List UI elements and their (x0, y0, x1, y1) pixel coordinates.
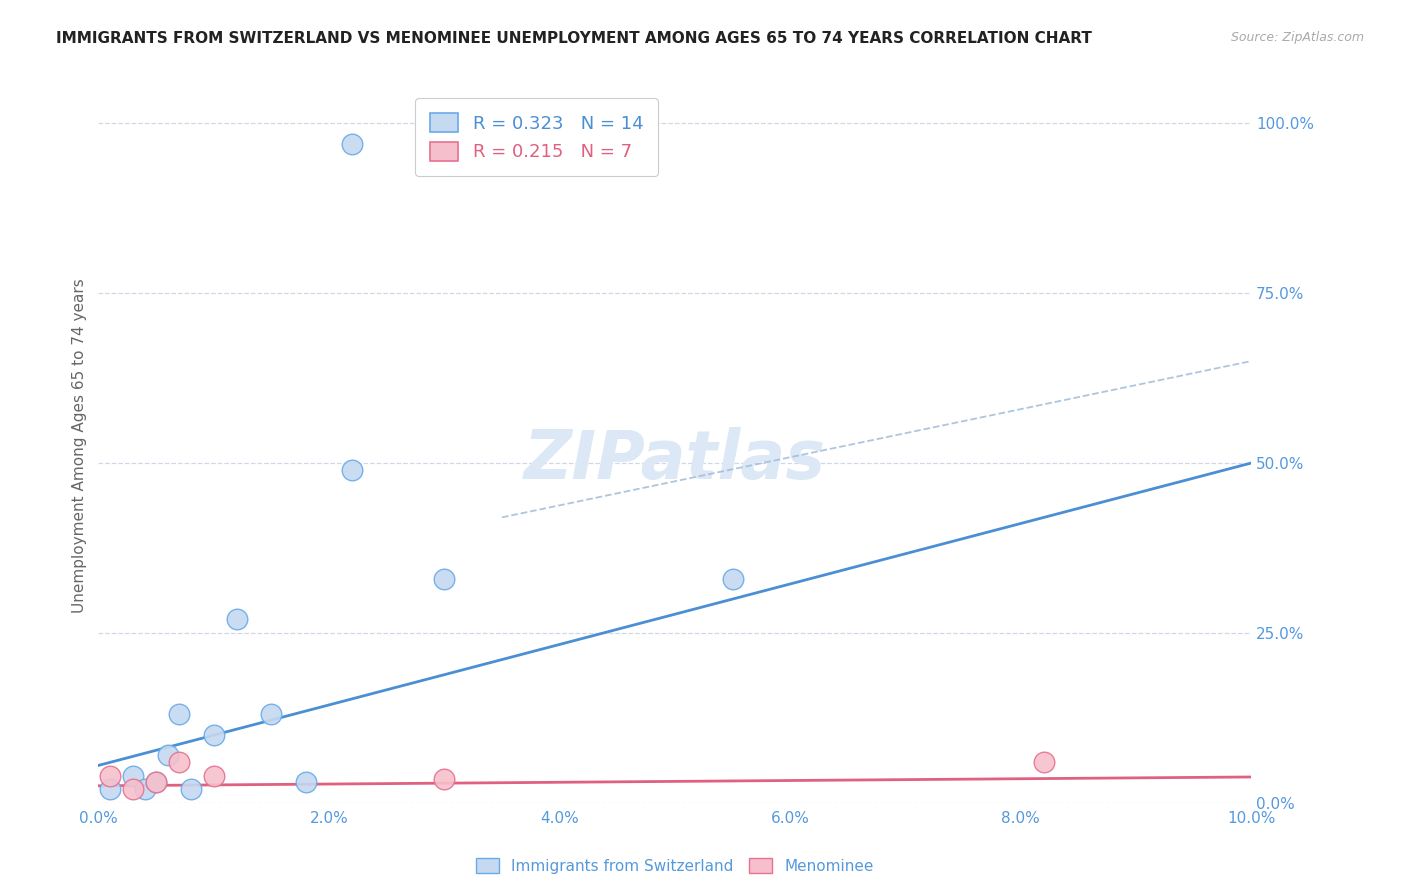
Text: Source: ZipAtlas.com: Source: ZipAtlas.com (1230, 31, 1364, 45)
Point (295, 775, 318, 789)
Point (202, 728, 225, 742)
Point (156, 748, 179, 763)
Point (1032, 755, 1054, 769)
Point (167, 755, 190, 769)
Legend: R = 0.323   N = 14, R = 0.215   N = 7: R = 0.323 N = 14, R = 0.215 N = 7 (415, 98, 658, 176)
Point (98, 769, 121, 783)
Point (122, 769, 145, 783)
Point (134, 782, 156, 797)
Point (260, 707, 283, 722)
Point (180, 782, 202, 797)
Y-axis label: Unemployment Among Ages 65 to 74 years: Unemployment Among Ages 65 to 74 years (72, 278, 87, 614)
Point (433, 572, 456, 586)
Legend: Immigrants from Switzerland, Menominee: Immigrants from Switzerland, Menominee (470, 852, 880, 880)
Point (340, 463, 363, 477)
Text: IMMIGRANTS FROM SWITZERLAND VS MENOMINEE UNEMPLOYMENT AMONG AGES 65 TO 74 YEARS : IMMIGRANTS FROM SWITZERLAND VS MENOMINEE… (56, 31, 1092, 46)
Point (721, 572, 744, 586)
Point (98, 782, 121, 797)
Point (433, 772, 456, 786)
Point (340, 136, 363, 151)
Point (145, 775, 167, 789)
Text: ZIPatlas: ZIPatlas (524, 427, 825, 493)
Point (202, 769, 225, 783)
Point (167, 707, 190, 722)
Point (225, 612, 247, 626)
Point (145, 775, 167, 789)
Point (122, 782, 145, 797)
